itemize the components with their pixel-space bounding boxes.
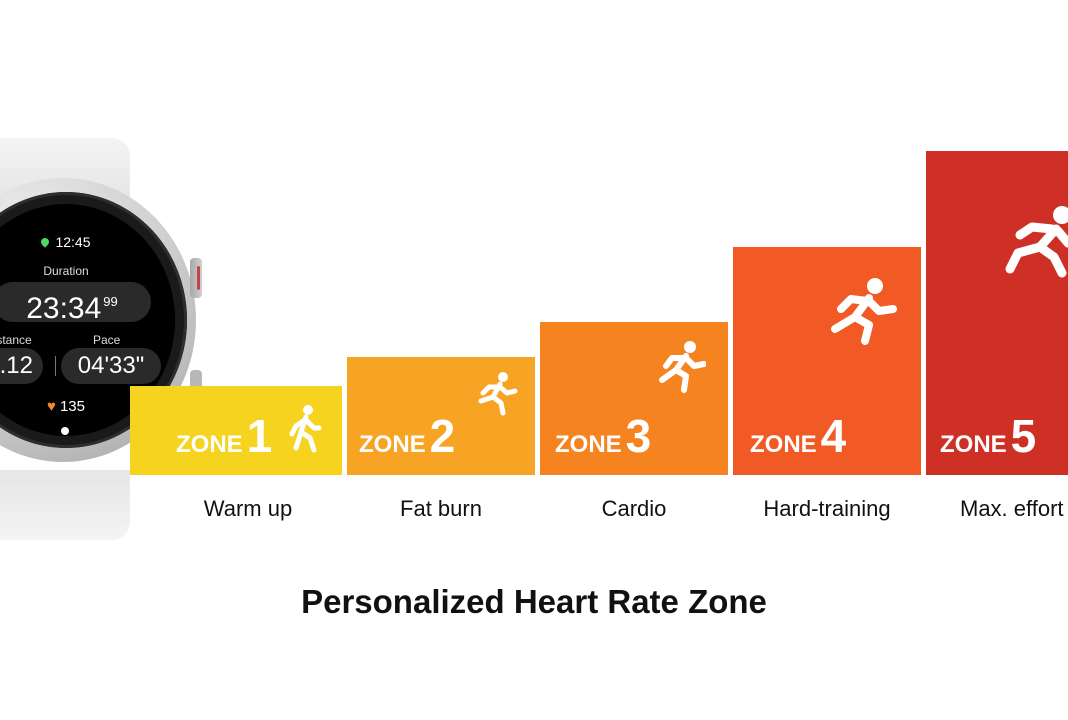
zone-word: ZONE <box>750 431 817 458</box>
page-title: Personalized Heart Rate Zone <box>301 583 767 620</box>
zone-4-name: Hard-training <box>763 496 891 521</box>
sprinting-icon <box>1005 206 1068 278</box>
zone-1-name: Warm up <box>203 496 293 521</box>
distance-label: Distance <box>0 333 32 347</box>
fast-running-icon <box>831 278 897 345</box>
zone-number: 5 <box>1010 410 1037 462</box>
zone-word: ZONE <box>555 431 622 458</box>
zone-3-bar: ZONE3 <box>540 322 728 475</box>
zone-5-bar: ZONE5 <box>926 151 1068 475</box>
duration-hundredths: 99 <box>103 294 118 309</box>
zone-number: 3 <box>625 410 652 462</box>
jogging-icon <box>478 372 518 416</box>
pace-value: 04'33" <box>61 348 161 384</box>
distance-value: 6.12 <box>0 348 43 384</box>
zone-3-name: Cardio <box>601 496 667 521</box>
zone-4-bar: ZONE4 <box>733 247 921 475</box>
zone-5-name: Max. effort <box>960 496 1064 521</box>
zone-word: ZONE <box>176 431 243 458</box>
zone-word: ZONE <box>359 431 426 458</box>
heart-rate-readout: ♥ 135 <box>47 398 85 415</box>
zone-number: 4 <box>820 410 847 462</box>
running-icon <box>659 341 706 393</box>
heart-icon: ♥ <box>47 398 56 415</box>
zone-2-bar: ZONE2 <box>347 357 535 475</box>
location-pin-icon <box>39 236 52 248</box>
zone-number: 2 <box>429 410 456 462</box>
zone-2-name: Fat burn <box>400 496 482 521</box>
zone-word: ZONE <box>940 431 1007 458</box>
watch-strap-bottom <box>0 470 130 540</box>
metric-divider <box>55 356 56 376</box>
pace-label: Pace <box>93 333 121 347</box>
zone-1-bar: ZONE1 <box>130 386 342 475</box>
duration-value: 23:34 99 <box>0 282 151 325</box>
zone-number: 1 <box>246 410 273 462</box>
duration-label: Duration <box>43 264 89 278</box>
walking-icon <box>289 405 322 453</box>
watch-clock: 12:45 <box>0 234 175 250</box>
watch-crown-button[interactable] <box>190 258 202 298</box>
